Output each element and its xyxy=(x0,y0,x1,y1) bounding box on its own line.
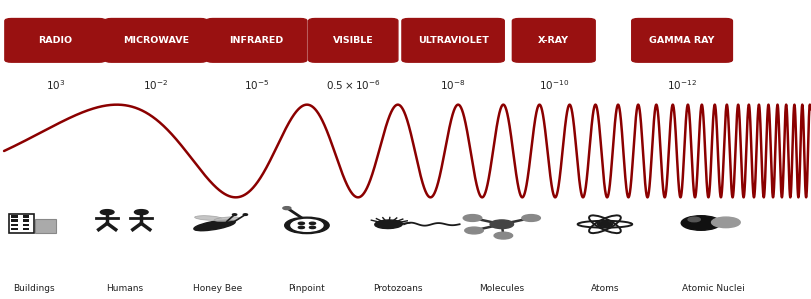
Circle shape xyxy=(464,227,483,234)
Bar xyxy=(23,215,29,218)
Circle shape xyxy=(135,210,148,215)
FancyBboxPatch shape xyxy=(308,19,397,62)
Circle shape xyxy=(298,226,304,228)
Bar xyxy=(11,219,18,222)
Circle shape xyxy=(290,219,323,231)
Circle shape xyxy=(680,216,720,230)
Circle shape xyxy=(490,220,513,228)
Circle shape xyxy=(597,222,611,227)
Text: MICROWAVE: MICROWAVE xyxy=(122,36,189,45)
Text: INFRARED: INFRARED xyxy=(230,36,283,45)
Text: $10^{-5}$: $10^{-5}$ xyxy=(243,78,269,92)
Text: $10^{-10}$: $10^{-10}$ xyxy=(538,78,569,92)
Circle shape xyxy=(493,232,512,239)
Circle shape xyxy=(232,214,237,215)
Circle shape xyxy=(687,217,699,222)
Text: Pinpoint: Pinpoint xyxy=(288,284,325,293)
Text: Buildings: Buildings xyxy=(13,284,55,293)
Bar xyxy=(11,224,18,226)
Ellipse shape xyxy=(195,216,221,220)
Circle shape xyxy=(285,217,328,234)
Bar xyxy=(11,228,18,230)
Circle shape xyxy=(309,222,315,225)
Text: Honey Bee: Honey Bee xyxy=(193,284,242,293)
Ellipse shape xyxy=(214,217,239,222)
Circle shape xyxy=(462,215,481,221)
Text: Humans: Humans xyxy=(105,284,143,293)
Text: GAMMA RAY: GAMMA RAY xyxy=(649,36,714,45)
Text: X-RAY: X-RAY xyxy=(538,36,569,45)
Text: $10^{3}$: $10^{3}$ xyxy=(45,78,65,92)
FancyBboxPatch shape xyxy=(512,19,594,62)
Ellipse shape xyxy=(194,220,235,231)
Bar xyxy=(23,224,29,226)
Text: $10^{-8}$: $10^{-8}$ xyxy=(440,78,466,92)
Text: ULTRAVIOLET: ULTRAVIOLET xyxy=(417,36,488,45)
Bar xyxy=(35,219,56,233)
Bar xyxy=(11,215,18,218)
Circle shape xyxy=(282,207,290,210)
Text: Atomic Nuclei: Atomic Nuclei xyxy=(680,284,744,293)
Text: Atoms: Atoms xyxy=(590,284,619,293)
FancyBboxPatch shape xyxy=(401,19,504,62)
Circle shape xyxy=(298,222,304,225)
Text: RADIO: RADIO xyxy=(38,36,72,45)
Circle shape xyxy=(309,226,315,228)
Text: $10^{-12}$: $10^{-12}$ xyxy=(667,78,696,92)
Ellipse shape xyxy=(375,220,402,228)
Bar xyxy=(9,214,34,233)
Text: $0.5\times10^{-6}$: $0.5\times10^{-6}$ xyxy=(325,78,380,92)
FancyBboxPatch shape xyxy=(206,19,307,62)
Text: $10^{-2}$: $10^{-2}$ xyxy=(143,78,169,92)
FancyBboxPatch shape xyxy=(631,19,732,62)
Bar xyxy=(23,219,29,222)
Circle shape xyxy=(243,214,247,215)
FancyBboxPatch shape xyxy=(105,19,207,62)
Bar xyxy=(23,228,29,230)
Circle shape xyxy=(710,217,740,228)
Text: Molecules: Molecules xyxy=(478,284,524,293)
Circle shape xyxy=(101,210,114,215)
Text: VISIBLE: VISIBLE xyxy=(333,36,373,45)
Text: Protozoans: Protozoans xyxy=(373,284,422,293)
FancyBboxPatch shape xyxy=(5,19,105,62)
Circle shape xyxy=(521,215,540,221)
